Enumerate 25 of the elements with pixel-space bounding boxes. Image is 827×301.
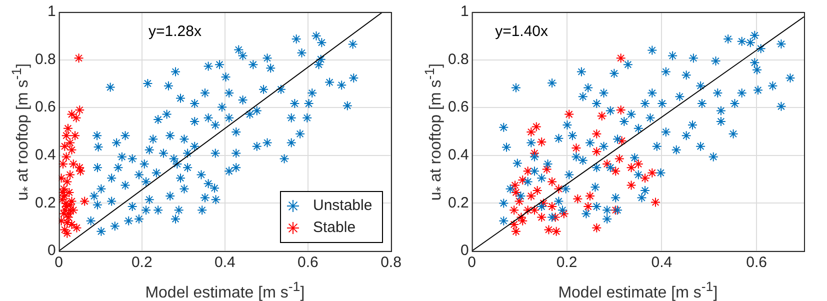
y-tick-label: 0.6 <box>448 98 469 116</box>
x-tick-label: 0.6 <box>746 254 767 272</box>
x-tick-label: 0.8 <box>380 254 402 272</box>
y-tick-label: 1 <box>460 3 469 20</box>
y-tick-label: 0 <box>48 242 56 260</box>
y-tick-label: 1 <box>48 3 56 20</box>
x-tick-label: 0.2 <box>131 254 152 272</box>
legend-label: Stable <box>313 218 356 238</box>
x-tick-label: 0.4 <box>214 254 236 272</box>
x-axis-title: Model estimate [m s$^{-1}$] <box>558 279 718 301</box>
annotation: y=1.28x <box>148 23 202 40</box>
legend-label: Unstable <box>313 196 372 216</box>
y-tick-label: 0.4 <box>34 146 56 164</box>
x-tick-label: 0.4 <box>651 254 672 272</box>
y-tick-label: 0.8 <box>34 50 56 68</box>
x-tick-label: 0.6 <box>298 254 318 272</box>
y-tick-label: 0.2 <box>34 194 56 212</box>
x-axis-title: Model estimate [m s$^{-1}$] <box>145 279 305 301</box>
y-tick-label: 0 <box>460 242 469 260</box>
y-tick-label: 0.8 <box>448 50 469 68</box>
annotation: y=1.40x <box>495 23 549 40</box>
y-tick-label: 0.4 <box>448 146 469 164</box>
y-tick-label: 0.2 <box>448 194 469 212</box>
x-tick-label: 0.2 <box>556 254 578 272</box>
y-tick-label: 0.6 <box>34 98 56 116</box>
